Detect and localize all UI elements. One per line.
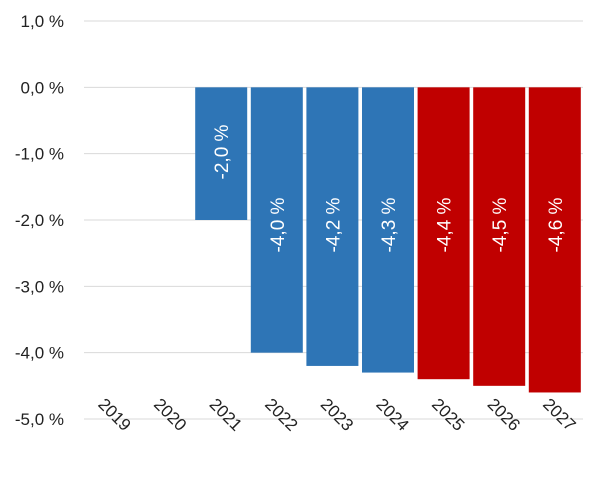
y-tick-label: 0,0 % bbox=[21, 78, 64, 97]
y-tick-label: -5,0 % bbox=[15, 410, 64, 429]
y-axis-ticks: 1,0 % 0,0 % -1,0 % -2,0 % -3,0 % -4,0 % -5,0 % bbox=[15, 12, 64, 429]
data-label: -2,0 % bbox=[212, 124, 233, 179]
x-tick-label: 2026 bbox=[484, 395, 524, 435]
bar bbox=[306, 87, 359, 366]
bar bbox=[195, 87, 248, 220]
x-tick-label: 2024 bbox=[372, 395, 412, 435]
x-tick-label: 2020 bbox=[150, 395, 190, 435]
data-label: -4,0 % bbox=[268, 197, 289, 252]
x-tick-label: 2019 bbox=[94, 395, 134, 435]
x-tick-label: 2021 bbox=[206, 395, 246, 435]
x-tick-label: 2023 bbox=[317, 395, 357, 435]
data-label: -4,6 % bbox=[546, 197, 567, 252]
data-label: -4,4 % bbox=[435, 197, 456, 252]
x-tick-label: 2027 bbox=[539, 395, 579, 435]
bar bbox=[473, 87, 526, 386]
x-tick-label: 2025 bbox=[428, 395, 468, 435]
data-labels: -2,0 % -4,0 % -4,2 % -4,3 % -4,4 % -4,5 % -4,6… bbox=[212, 124, 567, 252]
bars bbox=[195, 87, 581, 393]
y-tick-label: -2,0 % bbox=[15, 211, 64, 230]
bar bbox=[250, 87, 303, 353]
data-label: -4,2 % bbox=[323, 197, 344, 252]
x-tick-label: 2022 bbox=[261, 395, 301, 435]
y-tick-label: 1,0 % bbox=[21, 12, 64, 31]
bar bbox=[362, 87, 414, 373]
bar bbox=[528, 87, 581, 393]
bar bbox=[417, 87, 470, 380]
data-label: -4,3 % bbox=[379, 197, 400, 252]
y-tick-label: -4,0 % bbox=[15, 344, 64, 363]
data-label: -4,5 % bbox=[490, 197, 511, 252]
y-tick-label: -3,0 % bbox=[15, 277, 64, 296]
x-axis-ticks: 2019 2020 2021 2022 2023 2024 2025 2026 2027 bbox=[94, 395, 579, 435]
y-tick-label: -1,0 % bbox=[15, 145, 64, 164]
